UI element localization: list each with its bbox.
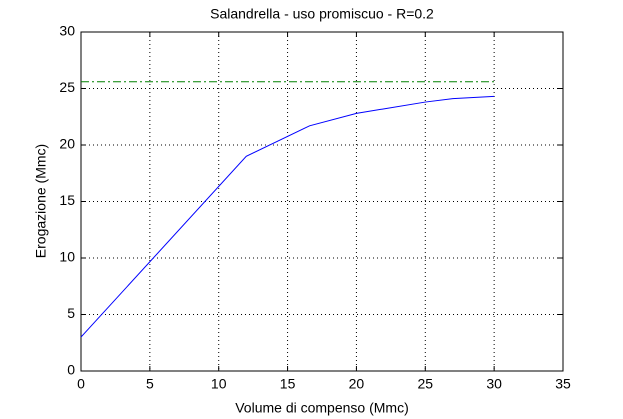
y-tick-label: 25 — [59, 79, 75, 95]
x-tick-label: 0 — [77, 376, 85, 392]
x-tick-label: 25 — [417, 376, 433, 392]
axes-box — [80, 31, 564, 372]
x-tick-label: 15 — [280, 376, 296, 392]
y-tick-label: 0 — [67, 362, 75, 378]
y-tick-label: 30 — [59, 23, 75, 39]
x-tick-label: 5 — [146, 376, 154, 392]
x-tick-label: 20 — [349, 376, 365, 392]
x-axis-label: Volume di compenso (Mmc) — [235, 400, 409, 416]
chart-title: Salandrella - uso promiscuo - R=0.2 — [210, 6, 434, 22]
y-tick-label: 20 — [59, 136, 75, 152]
y-tick-label: 5 — [67, 305, 75, 321]
x-tick-label: 10 — [211, 376, 227, 392]
x-tick-label: 30 — [486, 376, 502, 392]
y-tick-label: 15 — [59, 192, 75, 208]
x-tick-label: 35 — [555, 376, 571, 392]
y-tick-label: 10 — [59, 249, 75, 265]
y-axis-label: Erogazione (Mmc) — [33, 144, 49, 258]
data-line — [80, 95, 495, 338]
